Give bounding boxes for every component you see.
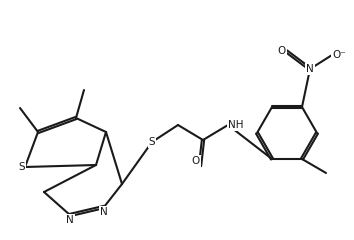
Text: O⁻: O⁻ — [332, 50, 346, 60]
Text: O: O — [192, 156, 200, 166]
Text: NH: NH — [228, 120, 244, 130]
Text: N: N — [306, 64, 314, 74]
Text: O: O — [278, 46, 286, 56]
Text: N: N — [100, 207, 108, 217]
Text: S: S — [149, 137, 155, 147]
Text: N: N — [66, 215, 74, 225]
Text: S: S — [18, 162, 25, 172]
